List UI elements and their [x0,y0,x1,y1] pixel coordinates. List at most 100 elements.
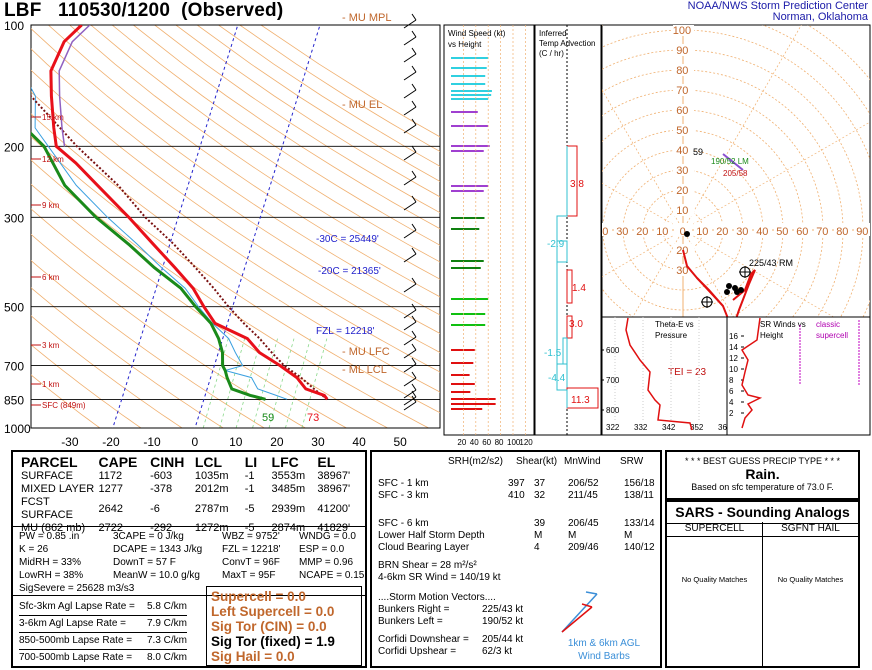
hodo-y-label: 30 [676,165,688,177]
sars-no-match-2: No Quality Matches [777,575,844,584]
wind-barb [403,389,417,399]
index-value: K = 26 [19,544,49,555]
mu-el-label: - MU EL [342,99,382,111]
hodo-x-label: 80 [836,226,848,238]
ta-value-label: 3.8 [570,179,584,190]
kinematics-cell: SFC - 1 km [378,478,429,489]
sfc-temp-label: 73 [307,412,319,424]
temp-tick-label: -10 [143,435,161,449]
parcel-cell: -378 [150,483,173,495]
spc-line-2: Norman, Oklahoma [772,11,868,23]
kinematics-row: Bunkers Left = 190/52 kt [378,616,562,627]
theta-e-panel: Theta-E vs Pressure TEI = 23 60070080032… [601,316,732,436]
theta-x-tick: 342 [662,423,676,432]
indices-column: WBZ = 9752' FZL = 12218' ConvT = 96F MaxT =… [222,530,296,582]
indices-column: 3CAPE = 0 J/kg DCAPE = 1343 J/kg DownT = 5… [113,530,219,582]
index-value: ESP = 0.0 [299,544,345,555]
hodo-x-label: 40 [756,226,768,238]
theta-x-tick: 362 [718,423,732,432]
parcel-cell: -1 [244,470,255,482]
hodo-y-label: 70 [676,85,688,97]
barb-mini-icon [561,591,598,633]
hodo-x-label: 30 [736,226,748,238]
pressure-tick-label: 1000 [4,422,31,436]
wind-barb [403,349,417,359]
lapse-rate-row: 700-500mb Lapse Rate = 8.0 C/km [19,650,188,667]
hodo-point [726,283,732,289]
index-value: DCAPE = 1343 J/kg [113,544,203,555]
parcel-cell: 2874m [271,522,306,534]
wind-barb [403,253,417,263]
wetbulb-line [31,86,288,400]
dewpoint-line [31,131,266,401]
composite-param: Supercell = 0.0 [211,589,306,604]
barb-label-1: 1km & 6km AGL [567,638,641,649]
composite-param: Sig Tor (fixed) = 1.9 [211,634,335,649]
kinematics-cell: M [624,530,633,541]
lapse-rate-row: 3-6km Agl Lapse Rate = 7.9 C/km [19,616,188,633]
kinematics-cell: Shear(kt) [516,456,558,467]
hodo-point [738,287,744,293]
ta-value-label: 1.4 [572,283,586,294]
kinematics-row: SFC - 3 km 410 32 211/45 138/11 [378,490,664,501]
parcel-cell: 1172 [98,470,123,482]
parcel-cell: 1277 [98,483,123,495]
spc-line-1: NOAA/NWS Storm Prediction Center [687,0,868,12]
kinematics-cell: 62/3 kt [482,646,513,657]
lapse-rate-row: 850-500mb Lapse Rate = 7.3 C/km [19,633,188,650]
kinematics-cell: 225/43 kt [482,604,524,615]
theta-p-tick: 600 [606,346,620,355]
parcel-row: SURFACE 1172 -603 1035m -1 3553m 38967' [19,470,365,483]
parcel-cell: SURFACE [21,470,73,482]
mean-wind-label: 59 [693,147,703,157]
kinematics-row: SFC - 6 km 39 206/45 133/14 [378,518,664,529]
composite-param: Left Supercell = 0.0 [211,604,335,619]
mu-mpl-label: - MU MPL [342,12,392,24]
kinematics-row: Lower Half Storm Depth M M M [378,530,664,541]
wind-barb [403,19,417,29]
kinematics-row: Corfidi Downshear = 205/44 kt [378,634,562,645]
kinematics-cell: MnWind [564,456,601,467]
composite-params: Supercell = 0.0 Left Supercell = 0.0 Sig T… [206,586,362,666]
composite-param: Sig Hail = 0.0 [211,649,295,664]
precip-type: Rain. [745,466,780,482]
hodo-y-label: 20 [676,185,688,197]
sr-title-1: SR Winds vs [760,320,806,329]
temp-tick-label: 0 [192,435,199,449]
wind-barb [403,176,417,186]
temp-tick-label: 30 [311,435,325,449]
hodo-x-label: 90 [856,226,868,238]
theta-title-1: Theta-E vs [655,320,694,329]
kinematics-cell: BRN Shear = 28 m²/s² [378,560,477,571]
kinematics-cell: Corfidi Upshear = [378,646,457,657]
ta-box [566,269,573,304]
parcel-cell: -5 [244,522,255,534]
height-label: 3 km [42,341,60,350]
tei-label: TEI = 23 [668,367,707,378]
sr-legend-1: classic [816,320,840,329]
parcel-cell: -6 [150,502,160,515]
kinematics-panel: SRH(m2/s2) Shear(kt) MnWind SRW SFC - 1 km 39… [370,450,662,668]
wind-panel-title-1: Wind Speed (kt) [448,29,506,38]
parcel-cell: 41829' [317,522,351,534]
ta-value-label: -1.5 [544,348,562,359]
hodo-x-label: 10 [696,226,708,238]
parcel-header: CAPE [98,454,138,470]
kinematics-row: ....Storm Motion Vectors.... [378,592,618,603]
temp-tick-label: 50 [394,435,408,449]
wind-axis-label: 40 [470,438,479,447]
sr-height-tick: 10 [729,365,738,374]
wind-barb [403,36,417,46]
sars-hail-header: SGFNT HAIL [781,523,840,534]
kinematics-cell: M [568,530,577,541]
parcel-cell: -292 [150,522,173,534]
kinematics-cell: 39 [534,518,546,529]
kinematics-cell: 206/52 [568,478,599,489]
parcel-cell: 38967' [317,470,351,482]
hodo-y-label: 80 [676,65,688,77]
kinematics-row: Bunkers Right = 225/43 kt [378,604,562,615]
ml-lcl-label: - ML LCL [342,364,387,376]
indices-column: PW = 0.85 .in K = 26 MidRH = 33% LowRH = 38… [19,530,134,595]
wind-barb [403,229,417,239]
hodo-x-label: 50 [776,226,788,238]
